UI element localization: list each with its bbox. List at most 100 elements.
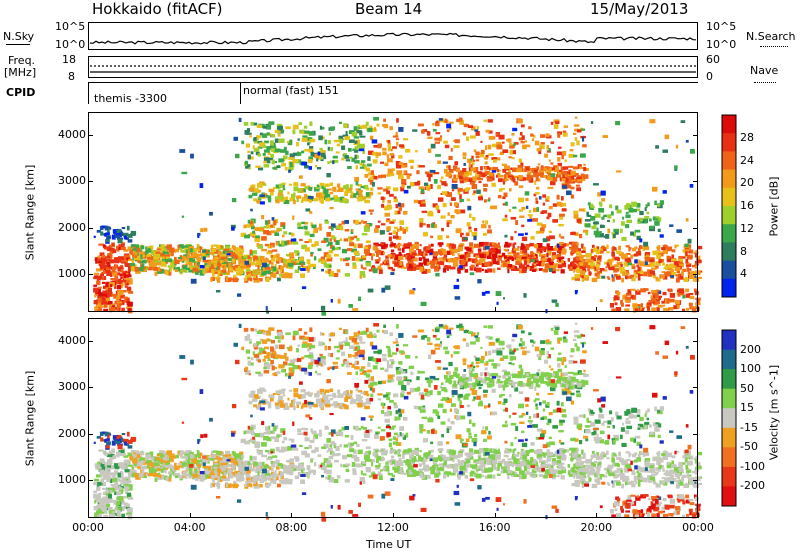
range-cell — [521, 268, 527, 273]
range-cell — [202, 249, 207, 253]
range-cell — [518, 175, 523, 180]
range-cell — [451, 244, 457, 249]
range-cell — [222, 456, 226, 461]
range-cell — [469, 213, 472, 218]
range-cell — [521, 256, 527, 260]
range-cell — [270, 245, 274, 248]
range-cell — [243, 224, 247, 229]
range-cell — [274, 470, 277, 474]
range-cell — [133, 246, 136, 249]
range-cell — [590, 256, 596, 260]
range-cell — [354, 356, 359, 359]
range-cell — [585, 223, 591, 228]
range-cell — [156, 248, 161, 251]
range-cell — [557, 171, 562, 175]
range-cell — [319, 147, 323, 151]
range-cell — [202, 259, 209, 263]
range-cell — [373, 145, 379, 148]
range-cell — [156, 262, 161, 266]
range-cell — [358, 296, 361, 301]
range-cell — [140, 460, 143, 465]
range-cell — [340, 257, 343, 262]
range-cell — [593, 258, 596, 262]
range-cell — [257, 271, 261, 275]
range-cell — [636, 208, 641, 211]
range-cell — [578, 275, 582, 278]
range-cell — [411, 256, 415, 259]
range-cell — [245, 143, 250, 148]
range-cell — [354, 360, 357, 366]
range-cell — [255, 261, 262, 266]
range-cell — [376, 152, 382, 156]
range-cell — [289, 252, 295, 257]
range-cell — [452, 177, 457, 182]
range-cell — [327, 140, 331, 145]
range-cell — [164, 258, 169, 263]
range-cell — [177, 244, 180, 250]
range-cell — [336, 143, 341, 147]
range-cell — [101, 225, 107, 229]
range-cell — [97, 300, 104, 306]
range-cell — [99, 501, 106, 507]
range-cell — [160, 452, 166, 457]
range-cell — [652, 275, 656, 279]
range-cell — [203, 227, 208, 232]
range-cell — [99, 252, 105, 256]
range-cell — [93, 490, 98, 493]
range-cell — [537, 178, 541, 182]
range-cell — [324, 389, 330, 393]
range-cell — [341, 351, 346, 356]
range-cell — [120, 453, 126, 457]
range-cell — [325, 403, 331, 408]
range-cell — [285, 150, 289, 155]
range-cell — [359, 341, 366, 344]
range-cell — [349, 184, 353, 188]
range-cell — [190, 153, 194, 159]
range-cell — [513, 253, 518, 258]
range-cell — [456, 278, 459, 282]
range-cell — [622, 271, 626, 276]
range-cell — [389, 254, 395, 257]
range-cell — [247, 219, 250, 224]
range-cell — [101, 460, 106, 464]
cpid-marker-start — [88, 82, 89, 104]
range-cell — [272, 249, 278, 252]
range-cell — [474, 258, 477, 263]
range-cell — [546, 236, 551, 242]
range-cell — [292, 152, 299, 156]
range-cell — [199, 476, 205, 482]
range-cell — [170, 247, 175, 252]
range-cell — [195, 476, 199, 481]
range-cell — [309, 344, 316, 349]
range-cell — [116, 451, 121, 457]
range-cell — [548, 206, 553, 210]
range-cell — [425, 249, 429, 254]
range-cell — [162, 467, 167, 473]
range-cell — [257, 265, 260, 270]
range-cell — [450, 148, 453, 152]
range-cell — [123, 479, 127, 485]
range-cell — [116, 500, 121, 505]
range-cell — [95, 499, 100, 502]
range-cell — [157, 247, 161, 250]
range-cell — [363, 390, 369, 396]
range-cell — [232, 277, 238, 283]
range-cell — [157, 268, 162, 272]
range-cell — [218, 457, 223, 462]
range-cell — [620, 254, 627, 259]
range-cell — [569, 241, 575, 245]
range-cell — [687, 271, 690, 274]
range-cell — [196, 450, 200, 452]
range-cell — [160, 246, 166, 251]
range-cell — [436, 263, 439, 268]
range-cell — [423, 247, 427, 251]
range-cell — [221, 468, 226, 472]
range-cell — [618, 245, 621, 251]
range-cell — [245, 266, 250, 271]
range-cell — [106, 441, 111, 446]
range-cell — [509, 188, 512, 192]
nsky-label: N.Sky — [3, 30, 35, 43]
range-cell — [103, 308, 109, 312]
range-cell — [155, 457, 160, 460]
range-cell — [633, 208, 637, 213]
